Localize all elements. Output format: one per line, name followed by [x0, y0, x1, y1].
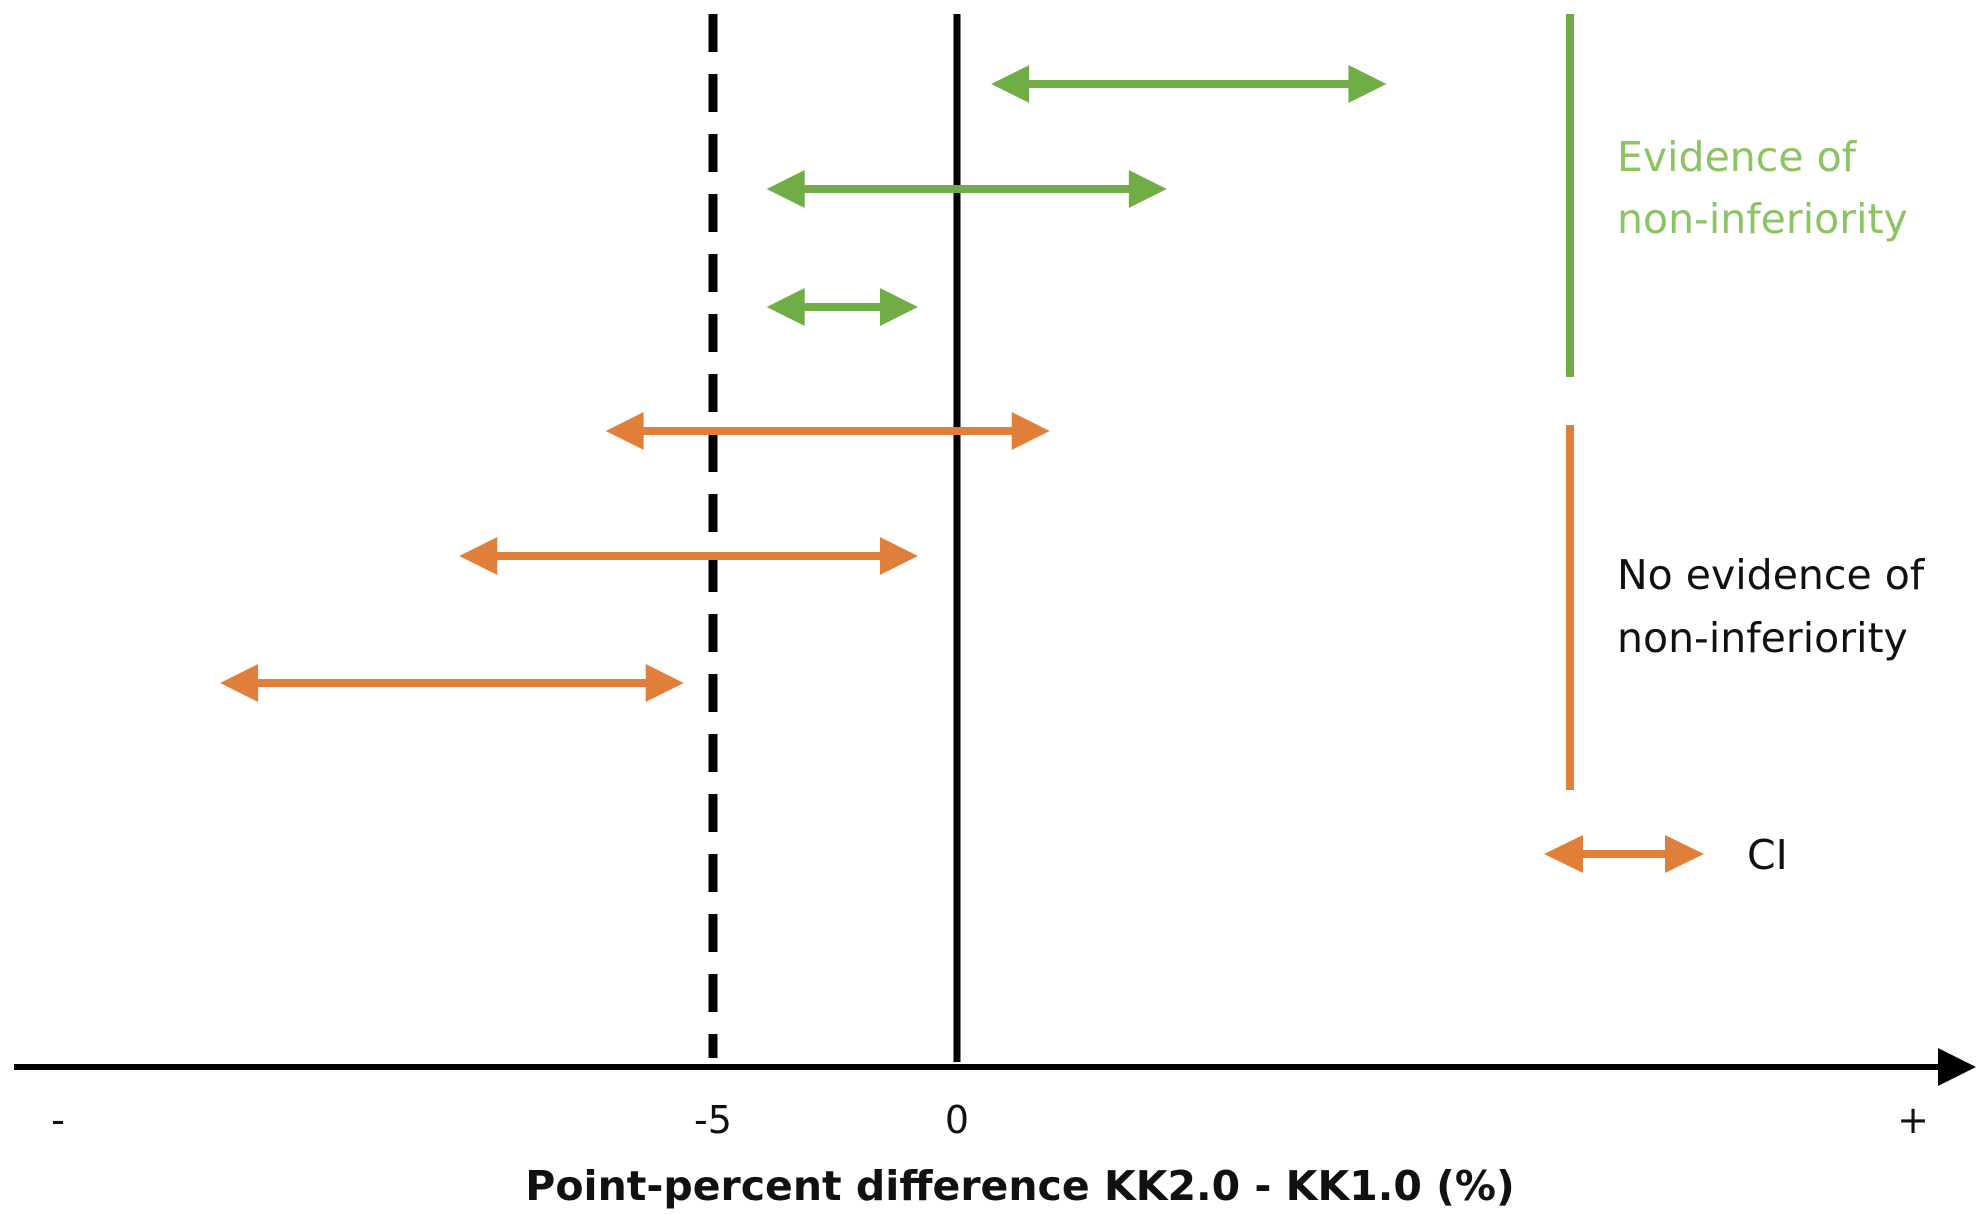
ci-upper-arrowhead	[645, 664, 684, 702]
tick-label-minus: -	[51, 1098, 65, 1142]
ci-lower-arrowhead	[605, 412, 644, 450]
legend-green-label-line1: Evidence of	[1617, 133, 1858, 181]
x-axis-title: Point-percent difference KK2.0 - KK1.0 (…	[525, 1162, 1514, 1210]
tick-label-margin: -5	[694, 1098, 732, 1142]
confidence-intervals	[220, 65, 1387, 702]
ci-arrow-1	[991, 65, 1387, 103]
ci-arrow-6	[220, 664, 684, 702]
ci-upper-arrowhead	[1348, 65, 1387, 103]
legend-ci-arrow	[1544, 835, 1704, 873]
ci-lower-arrowhead	[991, 65, 1030, 103]
ci-upper-arrowhead	[879, 288, 918, 326]
legend-orange-label-line2: non-inferiority	[1617, 614, 1908, 662]
ci-lower-arrowhead	[459, 537, 498, 575]
legend-ci-label: CI	[1747, 831, 1788, 879]
ci-arrow-3	[766, 288, 918, 326]
tick-label-zero: 0	[945, 1098, 969, 1142]
ci-arrow-4	[605, 412, 1050, 450]
legend-green-label-line2: non-inferiority	[1617, 195, 1908, 243]
ci-upper-arrowhead	[1011, 412, 1050, 450]
ci-lower-arrowhead	[766, 170, 805, 208]
ci-lower-arrowhead	[220, 664, 259, 702]
legend-orange-label-line1: No evidence of	[1617, 551, 1926, 599]
ci-upper-arrowhead	[879, 537, 918, 575]
ci-upper-arrowhead	[1128, 170, 1167, 208]
x-axis-arrowhead	[1938, 1048, 1976, 1086]
ci-arrow-2	[766, 170, 1167, 208]
ci-arrow-5	[459, 537, 918, 575]
ci-lower-arrowhead	[766, 288, 805, 326]
tick-label-plus: +	[1897, 1098, 1929, 1142]
